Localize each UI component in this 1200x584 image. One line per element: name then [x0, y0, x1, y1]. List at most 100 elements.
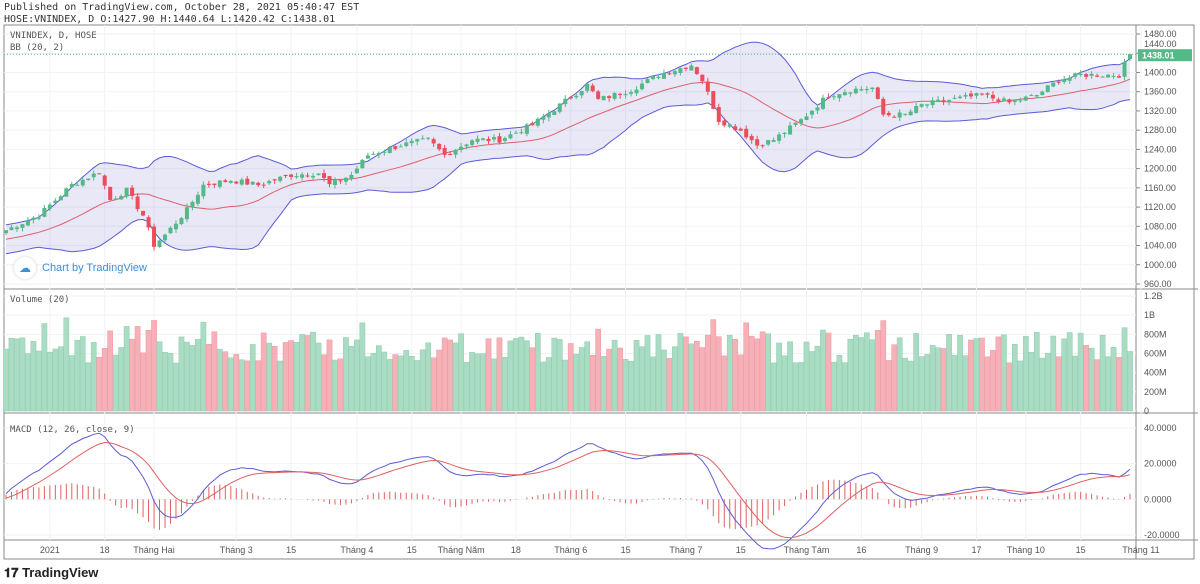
candle-body [650, 75, 655, 79]
volume-bar [1006, 362, 1013, 412]
candle-body [535, 118, 540, 126]
candle-body [420, 138, 425, 140]
candle-body [327, 176, 332, 185]
pane-label: BB (20, 2) [10, 43, 64, 53]
tradingview-logo: 𝟏𝟕 TradingView [4, 565, 99, 580]
last-price-label: 1438.01 [1142, 51, 1175, 61]
volume-bar [836, 355, 843, 412]
bb-upper-line [5, 41, 1131, 226]
candle-body [481, 138, 486, 141]
candle-body [1051, 82, 1056, 87]
candle-body [371, 153, 376, 155]
time-tick-label: Tháng Năm [438, 545, 485, 555]
candle-body [541, 116, 546, 120]
candle-body [947, 99, 952, 103]
volume-bar [343, 337, 349, 412]
volume-bar [1094, 359, 1100, 412]
volume-bar [337, 358, 344, 412]
volume-bar [3, 348, 9, 412]
candle-body [826, 97, 831, 99]
volume-bar [891, 344, 898, 412]
candle-body [848, 92, 853, 94]
candle-body [892, 116, 897, 118]
volume-bar [365, 356, 371, 412]
candle-body [766, 140, 771, 145]
candle-body [903, 113, 908, 115]
volume-bar [436, 349, 443, 412]
volume-bar [107, 330, 114, 412]
volume-bar [765, 333, 771, 412]
volume-bar [737, 354, 744, 412]
candle-body [135, 196, 140, 210]
candle-body [426, 137, 431, 139]
candle-body [727, 124, 732, 127]
candle-body [75, 184, 80, 186]
volume-bar [129, 338, 135, 412]
candle-body [360, 159, 365, 169]
volume-bar [299, 334, 305, 412]
bb-band-fill [6, 42, 1130, 254]
volume-bar [787, 341, 793, 412]
chart-by-tradingview[interactable]: ☁ Chart by TradingView [14, 257, 147, 279]
price-tick-label: 1000.00 [1144, 260, 1177, 270]
volume-bar [47, 351, 53, 412]
volume-bar [491, 358, 497, 412]
volume-bar [63, 317, 70, 412]
volume-bar [907, 360, 914, 412]
candle-body [667, 73, 672, 75]
volume-bar [266, 342, 273, 412]
candle-body [568, 96, 573, 99]
time-tick-label: 16 [856, 545, 866, 555]
candle-body [908, 111, 913, 116]
volume-bar [748, 335, 755, 412]
candle-body [936, 99, 941, 102]
volume-bar [968, 339, 974, 412]
pane-label: Volume (20) [10, 295, 70, 305]
candle-body [585, 83, 590, 91]
candle-body [453, 150, 458, 155]
pane-label: MACD (12, 26, close, 9) [10, 425, 135, 435]
volume-bar [1012, 344, 1018, 412]
volume-bar [693, 340, 700, 412]
volume-bar [820, 329, 826, 412]
signal-line [5, 441, 1131, 539]
volume-bar [589, 355, 596, 412]
candle-body [552, 111, 557, 115]
candle-body [881, 98, 886, 115]
time-tick-label: 18 [100, 545, 110, 555]
time-tick-label: 18 [511, 545, 521, 555]
volume-bar [408, 355, 415, 412]
candle-body [1095, 75, 1100, 77]
candle-body [958, 96, 963, 99]
candle-body [245, 178, 250, 185]
candle-body [1078, 73, 1083, 75]
candle-body [442, 147, 447, 155]
candle-body [152, 226, 157, 247]
candle-body [184, 207, 189, 220]
volume-bar [935, 347, 941, 412]
candle-body [190, 201, 195, 208]
candle-body [1062, 79, 1067, 82]
volume-bar [704, 334, 711, 412]
volume-bar [496, 337, 503, 412]
volume-bar [332, 359, 338, 412]
volume-bar [447, 339, 453, 412]
candle-body [777, 134, 782, 141]
volume-bar [227, 357, 234, 412]
volume-bar [611, 339, 618, 412]
volume-bar [1083, 345, 1089, 412]
volume-bar [578, 347, 585, 412]
time-tick-label: Tháng 10 [1007, 545, 1045, 555]
volume-bar [123, 326, 130, 412]
volume-tick-label: 1.2B [1144, 291, 1163, 301]
volume-bar [863, 332, 870, 412]
time-tick-label: Tháng Hai [133, 545, 175, 555]
volume-bar [661, 349, 667, 412]
volume-bar [858, 337, 865, 412]
candle-body [1045, 85, 1050, 92]
volume-bar [244, 360, 251, 412]
volume-bar [973, 338, 980, 412]
macd-tick-label: 0.0000 [1144, 494, 1172, 504]
volume-bar [1050, 335, 1057, 412]
